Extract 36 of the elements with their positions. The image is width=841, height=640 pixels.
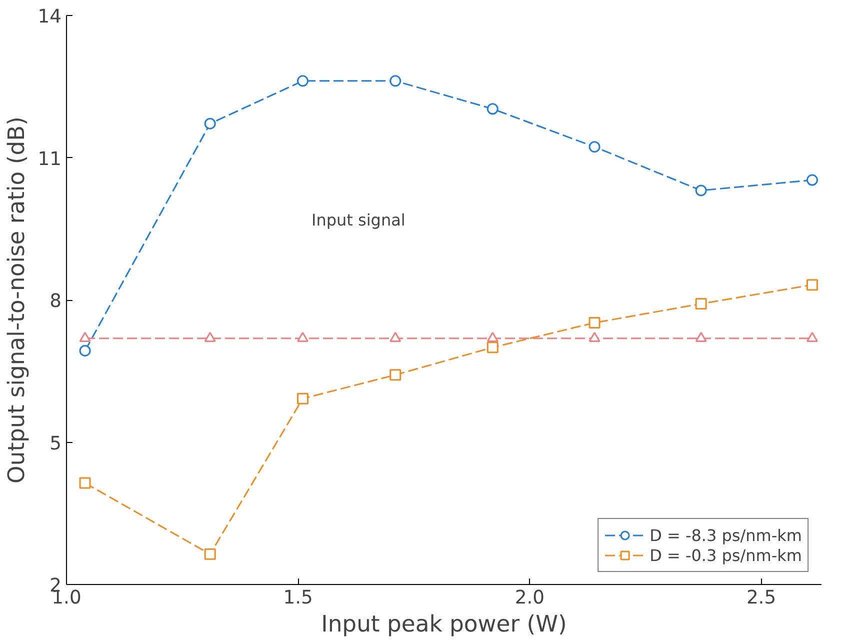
point xyxy=(695,298,707,310)
y-tick-label: 11 xyxy=(38,148,62,170)
point xyxy=(204,118,216,130)
point xyxy=(695,184,707,196)
point xyxy=(79,332,91,342)
point xyxy=(806,332,818,342)
point xyxy=(296,332,308,342)
point xyxy=(588,141,600,153)
point xyxy=(79,477,91,489)
point xyxy=(296,392,308,404)
y-tick-label: 5 xyxy=(50,433,62,454)
point xyxy=(588,332,600,342)
x-tick-label: 1.5 xyxy=(283,588,313,608)
x-tick-label: 2.5 xyxy=(746,588,776,608)
x-tick-label: 2.0 xyxy=(514,588,545,608)
point xyxy=(486,332,498,342)
legend-label: D = -8.3 ps/nm-km xyxy=(650,526,802,544)
point xyxy=(695,332,707,342)
legend-label: D = -0.3 ps/nm-km xyxy=(650,546,802,564)
y-tick-label: 14 xyxy=(38,6,62,28)
x-axis-title: Input peak power (W) xyxy=(321,612,567,638)
y-axis-title: Output signal-to-noise ratio (dB) xyxy=(4,116,30,484)
point xyxy=(390,332,402,342)
point xyxy=(390,75,402,87)
point xyxy=(486,103,498,115)
point xyxy=(79,344,91,356)
point xyxy=(390,369,402,381)
point xyxy=(204,332,216,342)
point xyxy=(486,342,498,354)
annotation: Input signal xyxy=(312,210,406,230)
point xyxy=(588,317,600,329)
point xyxy=(806,279,818,291)
point xyxy=(806,174,818,186)
point xyxy=(204,548,216,560)
point xyxy=(296,75,308,87)
y-tick-label: 8 xyxy=(50,291,62,312)
